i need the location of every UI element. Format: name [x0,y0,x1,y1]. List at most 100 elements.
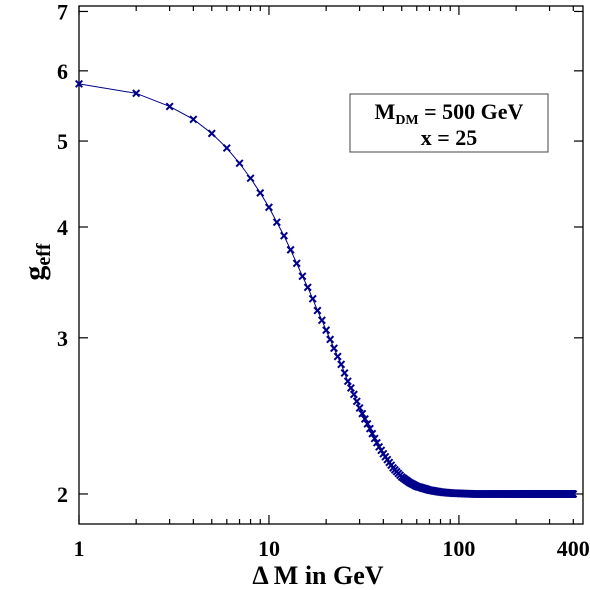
data-point-marker [370,434,379,443]
data-point-marker [340,368,349,377]
data-point-marker [358,409,367,418]
data-point-marker [235,159,244,168]
marker-stroke [165,102,174,111]
data-point-marker [292,259,301,268]
data-point-marker [132,89,141,98]
data-point-marker [222,144,231,153]
series-group [74,79,578,498]
marker-stroke [235,159,244,168]
x-axis-ticks: 1 10 100 400 [74,6,590,561]
marker-stroke [333,352,342,361]
marker-stroke [329,344,339,353]
data-point-marker [337,360,346,369]
marker-stroke [363,419,372,428]
legend-frame [349,93,549,153]
data-point-marker [326,335,335,344]
legend-m-sub: DM [395,113,418,128]
y-tick-label: 2 [57,482,68,507]
data-point-marker [246,174,255,183]
marker-stroke [343,377,352,386]
y-tick-label: 7 [57,0,68,24]
data-point-marker [298,272,307,281]
marker-stroke [365,424,374,433]
data-point-marker [74,79,84,88]
marker-stroke [132,89,141,98]
x-axis-title: Δ M in GeV [252,561,383,590]
data-point-marker [189,115,198,124]
x-tick-label: 400 [557,536,590,561]
y-axis-title-sub: eff [33,243,55,266]
y-tick-label: 3 [57,326,68,351]
marker-stroke [370,434,379,443]
y-axis-ticks: 2 3 4 5 6 7 [57,0,583,507]
plot-frame [78,5,584,525]
data-point-marker [313,306,322,315]
data-point-marker [333,352,342,361]
legend-m-main: M [375,99,396,124]
data-point-marker [343,377,352,386]
marker-stroke [352,397,361,406]
marker-stroke [286,245,295,254]
marker-stroke [322,326,331,335]
legend-box: MDM = 500 GeV x = 25 [349,93,549,153]
y-tick-label: 5 [57,129,68,154]
data-point-marker [349,390,358,399]
data-point-marker [207,129,216,138]
marker-stroke [317,316,326,325]
marker-stroke [256,188,265,197]
marker-stroke [298,272,307,281]
y-axis-title-main: g [18,266,51,281]
marker-stroke [313,306,322,315]
data-point-marker [355,404,364,413]
marker-stroke [189,115,198,124]
data-point-marker [322,326,331,335]
marker-stroke [246,174,255,183]
data-point-marker [303,283,312,292]
data-point-marker [368,429,377,438]
data-point-marker [346,383,355,392]
legend-line-1: MDM = 500 GeV [375,99,524,128]
data-point-marker [165,102,174,111]
marker-stroke [308,294,317,303]
marker-stroke [272,218,281,227]
data-point-marker [329,344,339,353]
x-tick-label: 1 [74,536,85,561]
y-axis-title: geff [18,243,55,281]
marker-stroke [303,283,312,292]
marker-stroke [340,368,349,377]
marker-stroke [279,231,289,240]
y-tick-label: 4 [57,215,68,240]
legend-line-2: x = 25 [421,125,478,150]
marker-stroke [222,144,231,153]
data-point-marker [264,203,273,212]
data-point-marker [279,231,289,240]
marker-stroke [346,383,355,392]
data-point-marker [372,438,381,447]
marker-stroke [569,489,578,498]
marker-stroke [360,414,369,423]
marker-stroke [372,438,381,447]
data-point-marker [363,419,372,428]
legend-m-rest: = 500 GeV [419,99,524,124]
marker-stroke [355,404,364,413]
marker-stroke [337,360,346,369]
marker-stroke [349,390,358,399]
data-point-marker [352,397,361,406]
marker-stroke [358,409,367,418]
y-tick-label: 6 [57,59,68,84]
marker-stroke [264,203,273,212]
marker-stroke [207,129,216,138]
marker-stroke [326,335,335,344]
data-point-marker [256,188,265,197]
x-tick-label: 100 [442,536,475,561]
x-tick-label: 10 [258,536,280,561]
data-point-marker [360,414,369,423]
data-point-marker [308,294,317,303]
data-point-marker [569,489,578,498]
data-point-marker [286,245,295,254]
marker-stroke [292,259,301,268]
marker-stroke [368,429,377,438]
data-point-marker [317,316,326,325]
data-point-marker [365,424,374,433]
